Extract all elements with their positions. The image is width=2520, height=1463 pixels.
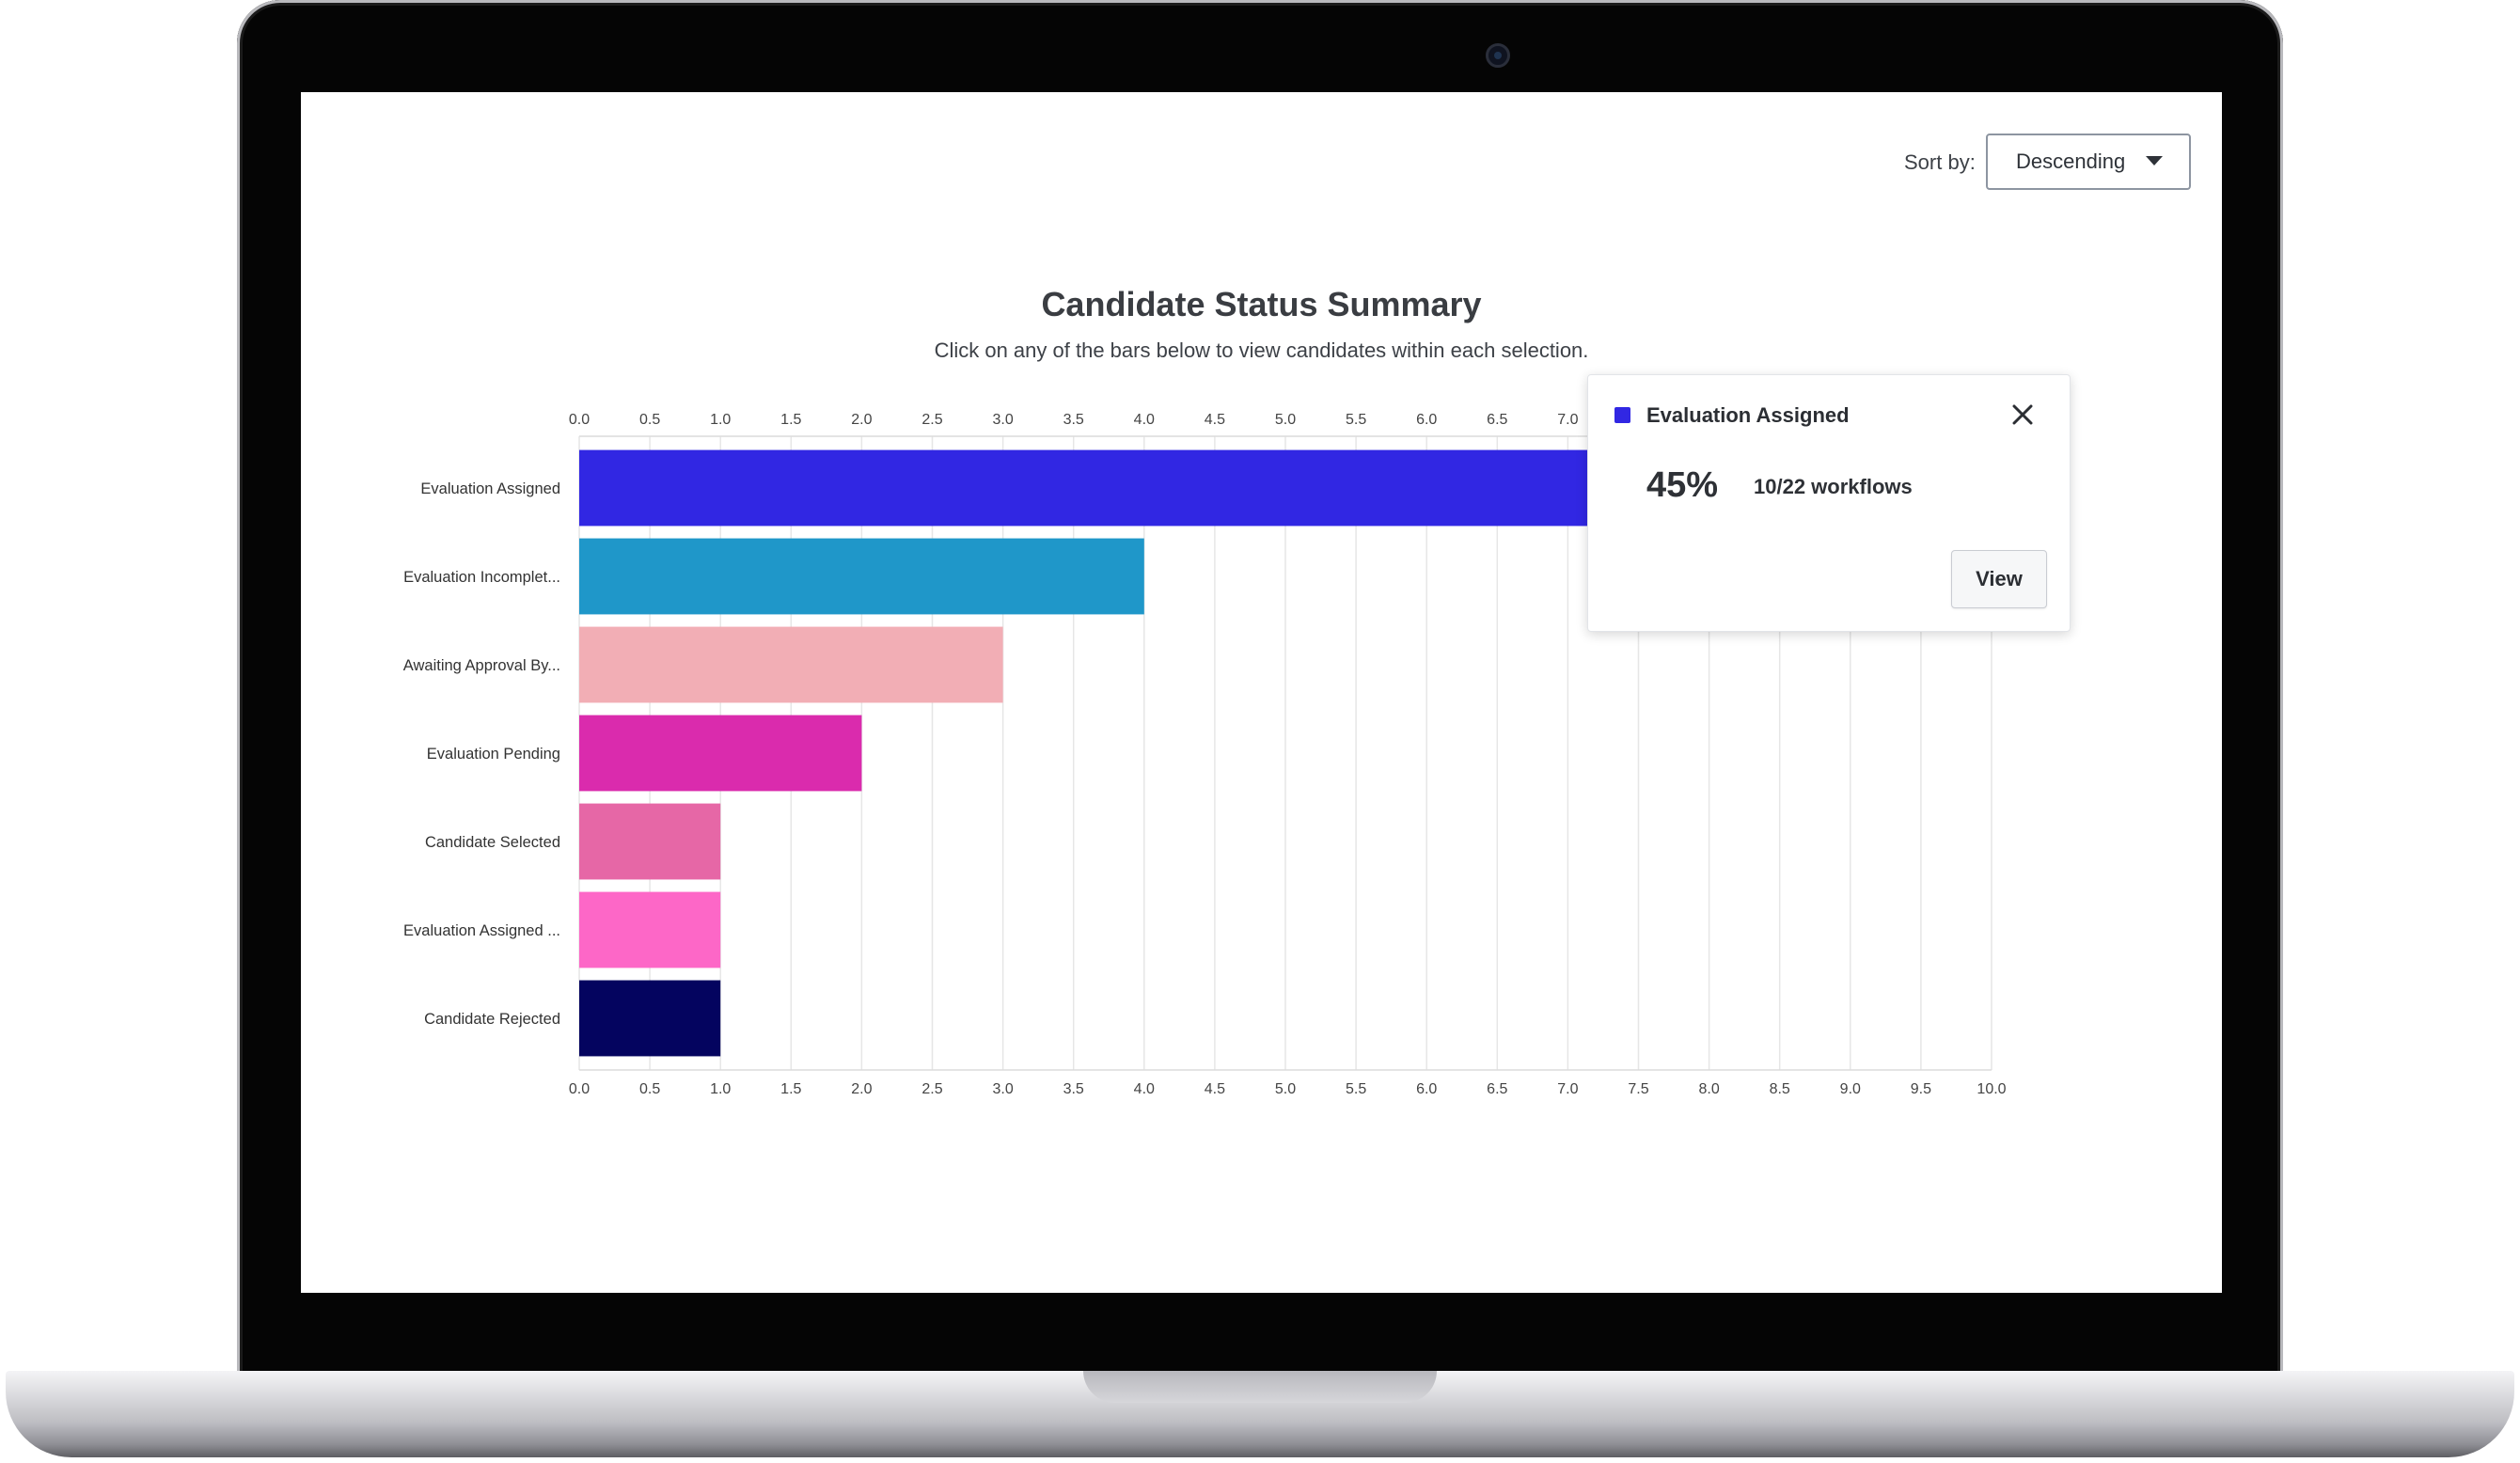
x-tick-label-bottom: 3.5	[1063, 1081, 1084, 1097]
x-tick-label-bottom: 6.5	[1487, 1081, 1507, 1097]
bar[interactable]	[579, 803, 721, 880]
legend-color-square	[1614, 407, 1630, 423]
x-tick-label-bottom: 0.5	[639, 1081, 660, 1097]
x-tick-label-top: 2.0	[851, 412, 872, 428]
laptop-notch	[1083, 1371, 1437, 1403]
y-category-label: Evaluation Assigned	[420, 480, 560, 497]
x-tick-label-top: 6.5	[1487, 412, 1507, 428]
x-tick-label-top: 4.0	[1134, 412, 1155, 428]
x-tick-label-bottom: 4.5	[1205, 1081, 1225, 1097]
sort-dropdown[interactable]: Descending	[1986, 134, 2191, 190]
sort-label: Sort by:	[1904, 150, 1976, 174]
bar[interactable]	[579, 538, 1144, 615]
bar[interactable]	[579, 626, 1003, 703]
x-tick-label-bottom: 6.0	[1416, 1081, 1437, 1097]
x-tick-label-top: 0.5	[639, 412, 660, 428]
chart-title: Candidate Status Summary	[1041, 285, 1482, 323]
x-tick-label-top: 3.5	[1063, 412, 1084, 428]
x-tick-label-top: 6.0	[1416, 412, 1437, 428]
bar-chart: 0.0 0.0 0.5 0.5 1.0 1.0 1.5 1.5 2.0 2.0 2.5 2.5 3.0 3…	[403, 412, 2007, 1097]
y-category-label: Awaiting Approval By...	[403, 657, 560, 674]
close-icon[interactable]	[2009, 401, 2036, 428]
x-tick-label-bottom: 9.0	[1840, 1081, 1861, 1097]
y-category-label: Evaluation Incomplet...	[403, 569, 560, 586]
x-tick-label-top: 0.0	[569, 412, 590, 428]
x-tick-label-top: 1.5	[780, 412, 801, 428]
view-button[interactable]: View	[1951, 550, 2047, 608]
tooltip-title: Evaluation Assigned	[1646, 403, 1850, 427]
x-tick-label-bottom: 7.5	[1628, 1081, 1648, 1097]
x-tick-label-bottom: 5.5	[1346, 1081, 1366, 1097]
webcam-icon	[1486, 43, 1510, 68]
tooltip-percent: 45%	[1646, 465, 1719, 505]
x-tick-label-bottom: 2.0	[851, 1081, 872, 1097]
x-tick-label-bottom: 2.5	[921, 1081, 942, 1097]
chart-subtitle: Click on any of the bars below to view c…	[934, 338, 1589, 362]
tooltip-popover: Evaluation Assigned 45% 10/22 workflows …	[1587, 374, 2071, 632]
bar[interactable]	[579, 891, 721, 968]
x-tick-label-bottom: 1.5	[780, 1081, 801, 1097]
x-tick-label-bottom: 1.0	[710, 1081, 731, 1097]
y-category-label: Evaluation Pending	[427, 746, 560, 763]
y-category-label: Candidate Selected	[425, 834, 560, 851]
y-category-label: Evaluation Assigned ...	[403, 922, 560, 939]
x-tick-label-top: 2.5	[921, 412, 942, 428]
x-tick-label-top: 1.0	[710, 412, 731, 428]
x-tick-label-top: 5.0	[1275, 412, 1296, 428]
x-tick-label-bottom: 8.0	[1698, 1081, 1719, 1097]
x-tick-label-bottom: 4.0	[1134, 1081, 1155, 1097]
x-tick-label-bottom: 5.0	[1275, 1081, 1296, 1097]
x-tick-label-bottom: 7.0	[1557, 1081, 1578, 1097]
y-category-label: Candidate Rejected	[424, 1011, 560, 1028]
x-tick-label-bottom: 10.0	[1977, 1081, 2006, 1097]
app-screen: Sort by: Descending Candidate Status Sum…	[301, 92, 2222, 1293]
x-tick-label-top: 3.0	[992, 412, 1013, 428]
x-tick-label-bottom: 8.5	[1770, 1081, 1790, 1097]
bar[interactable]	[579, 715, 862, 792]
x-tick-label-top: 5.5	[1346, 412, 1366, 428]
tooltip-count: 10/22 workflows	[1754, 475, 1913, 498]
sort-dropdown-value: Descending	[2016, 149, 2126, 173]
chevron-down-icon	[2146, 156, 2163, 165]
x-tick-label-top: 7.0	[1557, 412, 1578, 428]
x-tick-label-bottom: 0.0	[569, 1081, 590, 1097]
x-tick-label-bottom: 9.5	[1911, 1081, 1931, 1097]
bar[interactable]	[579, 980, 721, 1057]
x-tick-label-bottom: 3.0	[992, 1081, 1013, 1097]
x-tick-label-top: 4.5	[1205, 412, 1225, 428]
